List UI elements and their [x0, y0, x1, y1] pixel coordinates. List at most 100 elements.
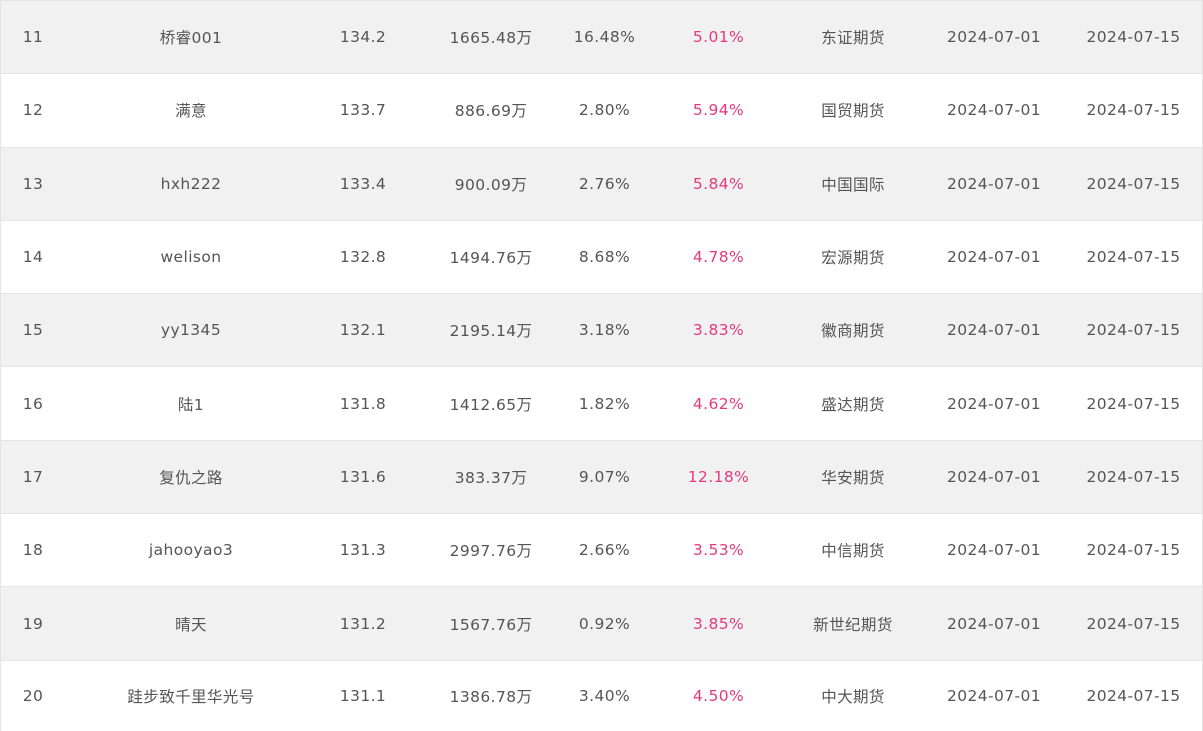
end-date-cell: 2024-07-15	[1086, 614, 1181, 633]
return-rate-cell: 16.48%	[573, 28, 636, 47]
fund-amount-cell: 886.69万	[454, 102, 528, 121]
rank-cell: 14	[22, 248, 44, 267]
end-date-cell: 2024-07-15	[1086, 394, 1181, 413]
table-row[interactable]: 19 晴天 131.2 1567.76万 0.92% 3.85% 新世纪期货 2024-07-…	[1, 586, 1202, 660]
futures-firm-cell: 国贸期货	[821, 102, 885, 121]
return-rate-cell: 8.68%	[578, 248, 631, 267]
return-rate-cell: 9.07%	[578, 467, 631, 486]
start-date-cell: 2024-07-01	[946, 614, 1042, 633]
table-row[interactable]: 12 满意 133.7 886.69万 2.80% 5.94% 国贸期货 2024-07-01…	[1, 73, 1202, 147]
drawdown-rate-cell: 3.53%	[692, 541, 745, 560]
fund-amount-cell: 2195.14万	[449, 322, 533, 341]
start-date-cell: 2024-07-01	[946, 394, 1042, 413]
futures-firm-cell: 徽商期货	[821, 322, 885, 341]
start-date-cell: 2024-07-01	[946, 467, 1042, 486]
index-value-cell: 131.3	[339, 541, 387, 560]
end-date-cell: 2024-07-15	[1086, 467, 1181, 486]
index-value-cell: 134.2	[339, 28, 387, 47]
account-name-cell: 晴天	[65, 613, 317, 635]
futures-firm-cell: 东证期货	[821, 29, 885, 48]
index-value-cell: 133.7	[339, 101, 387, 120]
account-name-cell: jahooyao3	[148, 541, 234, 560]
fund-amount-cell: 2997.76万	[449, 542, 533, 561]
rank-cell: 17	[22, 467, 44, 486]
end-date-cell: 2024-07-15	[1086, 687, 1181, 706]
start-date-cell: 2024-07-01	[946, 174, 1042, 193]
index-value-cell: 131.8	[339, 394, 387, 413]
end-date-cell: 2024-07-15	[1086, 248, 1181, 267]
end-date-cell: 2024-07-15	[1086, 541, 1181, 560]
drawdown-rate-cell: 3.83%	[692, 321, 745, 340]
return-rate-cell: 2.76%	[578, 174, 631, 193]
table-row[interactable]: 15 yy1345 132.1 2195.14万 3.18% 3.83% 徽商期货 2024-…	[1, 293, 1202, 367]
table-row[interactable]: 13 hxh222 133.4 900.09万 2.76% 5.84% 中国国际 2024-0…	[1, 146, 1202, 220]
drawdown-rate-cell: 12.18%	[687, 467, 750, 486]
start-date-cell: 2024-07-01	[946, 687, 1042, 706]
rank-cell: 12	[22, 101, 44, 120]
return-rate-cell: 0.92%	[578, 614, 631, 633]
rank-cell: 15	[22, 321, 44, 340]
rank-cell: 11	[22, 28, 44, 47]
account-name-cell: 满意	[175, 102, 207, 121]
fund-amount-cell: 1494.76万	[449, 249, 533, 268]
drawdown-rate-cell: 5.01%	[692, 28, 745, 47]
fund-amount-cell: 1412.65万	[449, 395, 533, 414]
index-value-cell: 131.1	[339, 687, 387, 706]
fund-amount-cell: 383.37万	[454, 468, 528, 487]
drawdown-rate-cell: 4.50%	[692, 687, 745, 706]
account-name-cell: hxh222	[65, 175, 317, 193]
return-rate-cell: 1.82%	[578, 394, 631, 413]
futures-firm-cell: 华安期货	[821, 468, 885, 487]
rank-cell: 18	[22, 541, 44, 560]
futures-firm-cell: 盛达期货	[821, 395, 885, 414]
rank-cell: 20	[22, 687, 44, 706]
index-value-cell: 131.2	[339, 614, 387, 633]
table-row[interactable]: 20 跬步致千里华光号 131.1 1386.78万 3.40% 4.50% 中大期货 202…	[1, 659, 1202, 731]
index-value-cell: 133.4	[339, 174, 387, 193]
start-date-cell: 2024-07-01	[946, 541, 1042, 560]
account-name-cell: 陆1	[177, 395, 205, 414]
account-name-cell: welison	[160, 248, 222, 267]
return-rate-cell: 2.66%	[578, 541, 631, 560]
start-date-cell: 2024-07-01	[946, 248, 1042, 267]
start-date-cell: 2024-07-01	[946, 101, 1042, 120]
start-date-cell: 2024-07-01	[946, 321, 1042, 340]
fund-amount-cell: 1386.78万	[449, 688, 533, 707]
account-name-cell: yy1345	[65, 321, 317, 339]
table-row[interactable]: 11 桥睿001 134.2 1665.48万 16.48% 5.01% 东证期货 2024-…	[1, 0, 1202, 74]
index-value-cell: 132.8	[339, 248, 387, 267]
fund-amount-cell: 1665.48万	[449, 29, 533, 48]
table-row[interactable]: 16 陆1 131.8 1412.65万 1.82% 4.62% 盛达期货 2024-07-0…	[1, 366, 1202, 440]
drawdown-rate-cell: 4.62%	[692, 394, 745, 413]
return-rate-cell: 3.18%	[578, 321, 631, 340]
end-date-cell: 2024-07-15	[1086, 101, 1181, 120]
table-row[interactable]: 14 welison 132.8 1494.76万 8.68% 4.78% 宏源期货 2024…	[1, 219, 1202, 294]
rank-cell: 16	[22, 394, 44, 413]
return-rate-cell: 2.80%	[578, 101, 631, 120]
drawdown-rate-cell: 3.85%	[692, 614, 745, 633]
futures-firm-cell: 中大期货	[821, 688, 885, 707]
account-name-cell: 复仇之路	[65, 466, 317, 488]
index-value-cell: 132.1	[339, 321, 387, 340]
table-row[interactable]: 17 复仇之路 131.6 383.37万 9.07% 12.18% 华安期货 2024-07…	[1, 439, 1202, 514]
end-date-cell: 2024-07-15	[1086, 174, 1181, 193]
end-date-cell: 2024-07-15	[1086, 321, 1181, 340]
rank-cell: 13	[22, 174, 44, 193]
fund-amount-cell: 1567.76万	[449, 615, 533, 634]
futures-firm-cell: 新世纪期货	[813, 615, 893, 634]
futures-firm-cell: 中信期货	[821, 542, 885, 561]
start-date-cell: 2024-07-01	[946, 28, 1042, 47]
drawdown-rate-cell: 4.78%	[692, 248, 745, 267]
index-value-cell: 131.6	[339, 467, 387, 486]
futures-firm-cell: 宏源期货	[821, 249, 885, 268]
futures-firm-cell: 中国国际	[821, 175, 885, 194]
fund-amount-cell: 900.09万	[454, 175, 528, 194]
drawdown-rate-cell: 5.94%	[692, 101, 745, 120]
account-name-cell: 桥睿001	[65, 26, 317, 48]
account-name-cell: 跬步致千里华光号	[127, 688, 255, 707]
end-date-cell: 2024-07-15	[1086, 28, 1181, 47]
rank-cell: 19	[22, 614, 44, 633]
drawdown-rate-cell: 5.84%	[692, 174, 745, 193]
table-row[interactable]: 18 jahooyao3 131.3 2997.76万 2.66% 3.53% 中信期货 20…	[1, 513, 1202, 587]
